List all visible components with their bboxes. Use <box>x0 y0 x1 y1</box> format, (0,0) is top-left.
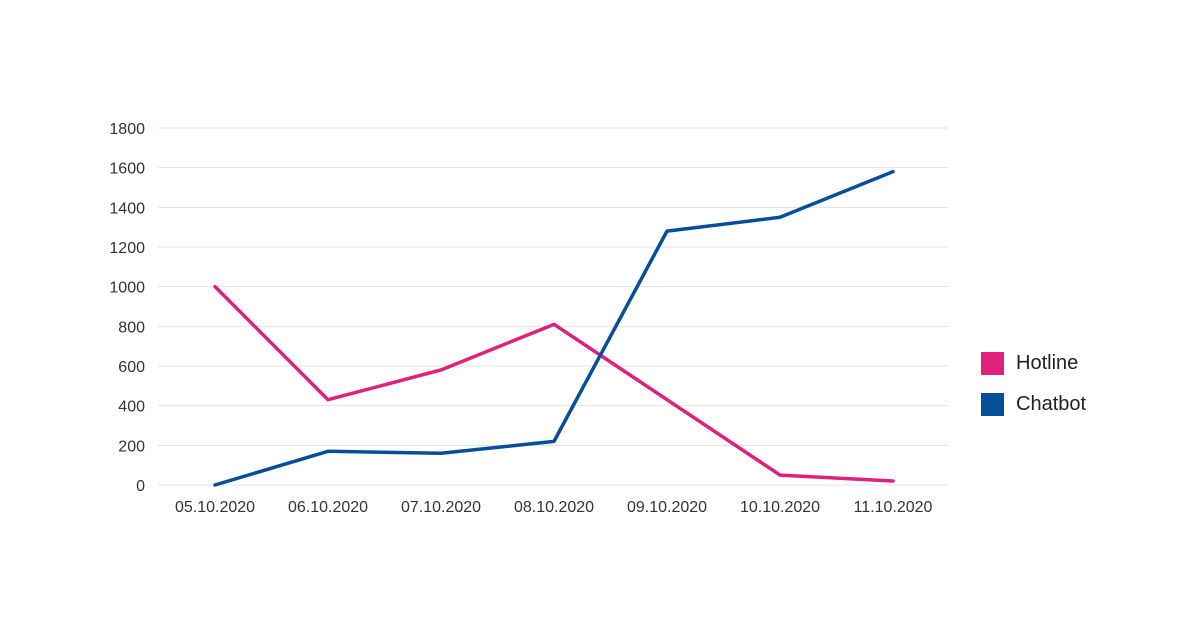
x-tick-label: 09.10.2020 <box>627 499 707 516</box>
x-tick-label: 10.10.2020 <box>740 499 820 516</box>
y-tick-label: 600 <box>118 359 145 376</box>
y-axis-ticks: 0 200 400 600 800 1000 1200 1400 1600 1800 <box>109 121 145 495</box>
legend-label-hotline: Hotline <box>1016 352 1079 374</box>
y-tick-label: 200 <box>118 438 145 455</box>
grid-lines <box>158 127 948 486</box>
legend-swatch-chatbot <box>981 393 1004 416</box>
legend-item-hotline[interactable]: Hotline <box>981 352 1086 375</box>
x-axis-ticks: 05.10.2020 06.10.2020 07.10.2020 08.10.2020… <box>175 499 933 516</box>
x-tick-label: 06.10.2020 <box>288 499 368 516</box>
y-tick-label: 0 <box>136 478 145 495</box>
series-lines <box>213 169 895 487</box>
y-tick-label: 1200 <box>109 240 145 257</box>
x-tick-label: 05.10.2020 <box>175 499 255 516</box>
series-line-hotline <box>213 284 895 483</box>
x-tick-label: 08.10.2020 <box>514 499 594 516</box>
legend-swatch-hotline <box>981 352 1004 375</box>
legend-item-chatbot[interactable]: Chatbot <box>981 393 1086 416</box>
series-line-chatbot <box>213 169 895 487</box>
y-tick-label: 1000 <box>109 280 145 297</box>
y-tick-label: 800 <box>118 319 145 336</box>
legend-label-chatbot: Chatbot <box>1016 393 1087 415</box>
x-tick-label: 11.10.2020 <box>854 499 933 516</box>
y-tick-label: 1600 <box>109 161 145 178</box>
y-tick-label: 1800 <box>109 121 145 138</box>
y-tick-label: 1400 <box>109 200 145 217</box>
y-tick-label: 400 <box>118 399 145 416</box>
legend: Hotline Chatbot <box>981 352 1086 416</box>
x-tick-label: 07.10.2020 <box>401 499 481 516</box>
